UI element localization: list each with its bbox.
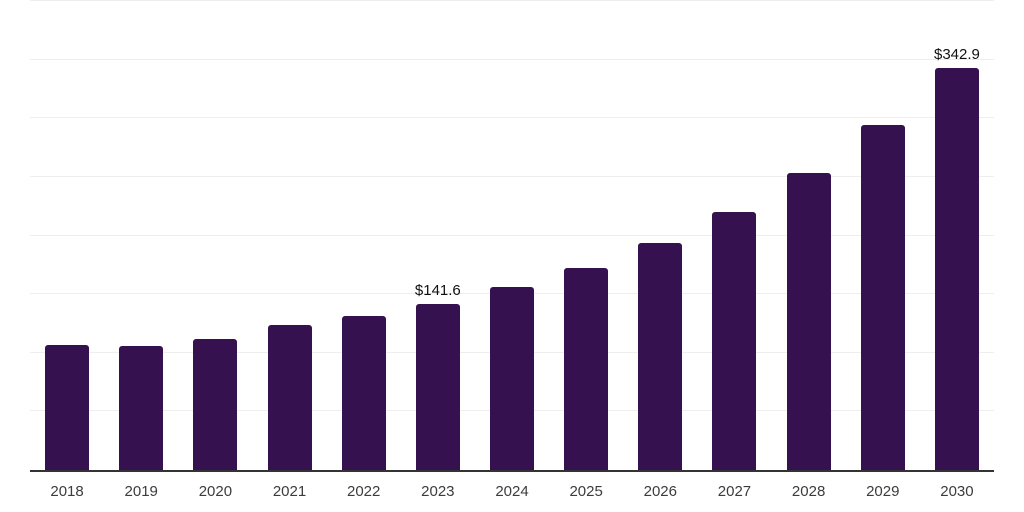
bar-2023 xyxy=(415,303,460,470)
x-axis-label-2019: 2019 xyxy=(124,483,158,500)
gridline xyxy=(30,0,994,1)
x-axis-label-2021: 2021 xyxy=(272,483,307,500)
bar-2025 xyxy=(564,267,609,470)
x-axis-label-2028: 2028 xyxy=(791,483,826,500)
bar-2024 xyxy=(490,287,534,470)
gridline xyxy=(30,58,994,60)
plot-area: $141.6 $342.9 xyxy=(30,0,994,472)
bar-value-label-2023: $141.6 xyxy=(414,281,461,299)
x-axis-label-2024: 2024 xyxy=(495,483,529,500)
bar-2018 xyxy=(45,344,90,470)
bar-2027 xyxy=(712,211,757,470)
bar-2028 xyxy=(786,173,831,470)
gridline xyxy=(30,117,994,119)
bar-2030 xyxy=(934,67,979,470)
x-axis-label-2027: 2027 xyxy=(717,483,752,500)
bar-2020 xyxy=(193,339,238,470)
bar-2026 xyxy=(638,242,683,470)
x-axis-label-2025: 2025 xyxy=(569,483,603,500)
x-axis-label-2029: 2029 xyxy=(866,483,900,500)
bar-2019 xyxy=(119,345,164,470)
gridline xyxy=(30,175,994,177)
x-axis-labels: 2018 2019 2020 2021 2022 2023 2024 2025 2026 2027… xyxy=(30,470,994,512)
bar-2022 xyxy=(341,316,386,470)
x-axis-label-2026: 2026 xyxy=(643,483,677,500)
x-axis-label-2030: 2030 xyxy=(940,483,974,500)
x-axis-label-2018: 2018 xyxy=(50,483,84,500)
gridline xyxy=(30,234,994,236)
bar-value-label-2030: $342.9 xyxy=(933,45,980,63)
bar-2021 xyxy=(267,324,312,470)
x-axis-label-2023: 2023 xyxy=(421,483,455,500)
x-axis-label-2022: 2022 xyxy=(347,483,381,500)
bar-2029 xyxy=(860,125,905,470)
x-axis-label-2020: 2020 xyxy=(198,483,233,500)
